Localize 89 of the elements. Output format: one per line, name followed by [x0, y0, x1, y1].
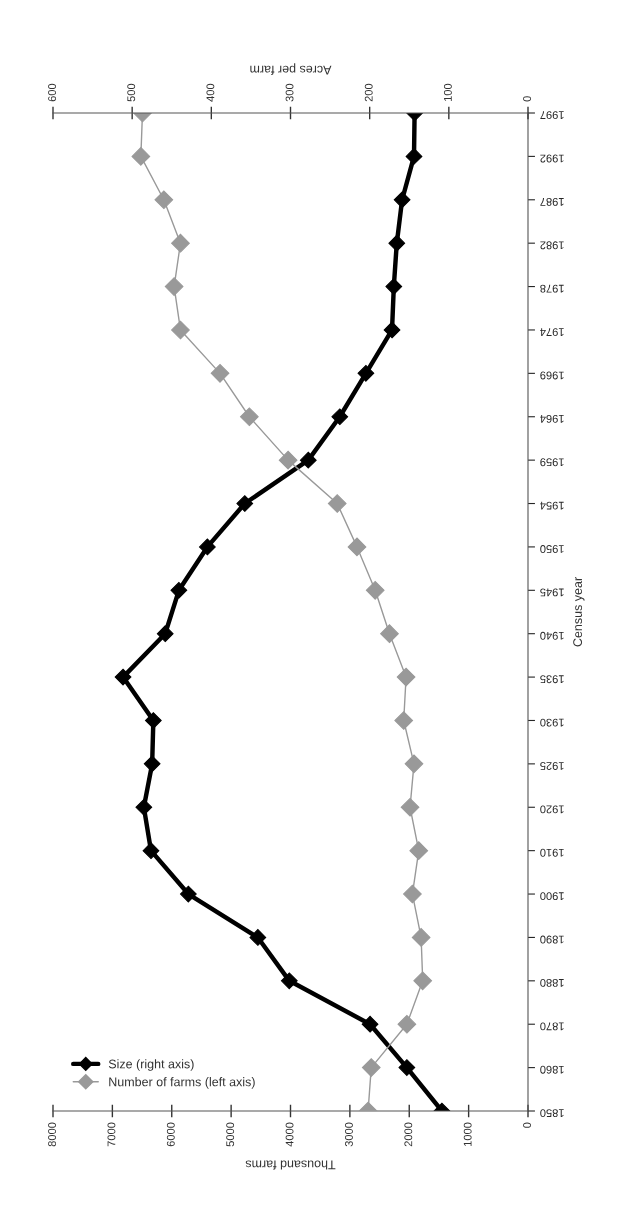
- point: [380, 624, 399, 644]
- x2-tick-label: 600: [48, 83, 56, 102]
- y-tick-label: 1969: [540, 371, 564, 380]
- x2-tick-label: 300: [285, 83, 294, 102]
- point: [143, 755, 161, 773]
- point: [383, 321, 401, 339]
- point: [236, 495, 254, 512]
- point: [144, 712, 162, 729]
- point: [413, 971, 433, 991]
- y-tick-label: 1935: [540, 675, 564, 684]
- y-tick-label: 1964: [540, 414, 564, 423]
- y-tick-label: 1925: [540, 762, 564, 770]
- y-tick-label: 1945: [540, 588, 564, 597]
- point: [164, 277, 184, 296]
- point: [280, 972, 298, 990]
- point: [405, 148, 423, 165]
- y-tick-label: 1920: [540, 805, 564, 814]
- y-tick-label: 1940: [540, 631, 564, 640]
- x-tick-label: 0: [523, 1122, 531, 1128]
- point: [199, 538, 216, 556]
- y-tick-label: 1954: [540, 501, 564, 510]
- point: [361, 1015, 379, 1033]
- point: [409, 841, 429, 861]
- legend-label: Number of farms (left axis): [109, 1077, 255, 1089]
- point: [347, 537, 367, 557]
- y-tick-label: 1850: [540, 1109, 564, 1118]
- point: [403, 884, 422, 904]
- y-tick-label: 1997: [540, 111, 564, 120]
- x-tick-label: 4000: [285, 1122, 294, 1147]
- point: [249, 929, 267, 946]
- point: [397, 1014, 417, 1034]
- y-tick-label: 1950: [540, 545, 564, 553]
- x2-tick-label: 400: [206, 83, 215, 102]
- point: [400, 797, 420, 817]
- y-tick-label: 1987: [540, 197, 564, 206]
- x2-tick-label: 500: [127, 83, 136, 102]
- x2-tick-label: 100: [443, 83, 452, 102]
- point: [411, 928, 431, 947]
- x2-tick-label: 200: [364, 83, 373, 102]
- y-tick-label: 1982: [540, 241, 564, 250]
- point: [142, 842, 160, 860]
- point: [131, 147, 151, 166]
- y-tick-label: 1860: [540, 1065, 564, 1074]
- point: [180, 885, 197, 903]
- x2-axis-title: Acres per farm: [250, 63, 332, 75]
- y-tick-label: 1900: [540, 892, 564, 901]
- point: [210, 363, 230, 383]
- y-tick-label: 1880: [540, 979, 564, 987]
- point: [154, 190, 174, 210]
- point: [114, 668, 132, 686]
- x-tick-label: 5000: [226, 1122, 235, 1147]
- y-axis-title: Census year: [573, 577, 585, 647]
- x2-tick-label: 0: [523, 96, 531, 102]
- point: [239, 407, 259, 427]
- point: [278, 450, 298, 470]
- point: [396, 667, 416, 687]
- point: [156, 625, 174, 643]
- point: [385, 278, 403, 295]
- point: [398, 1059, 416, 1076]
- y-tick-label: 1959: [540, 458, 564, 467]
- point: [394, 711, 414, 730]
- y-tick-label: 1974: [540, 328, 564, 336]
- y-tick-label: 1930: [540, 718, 564, 727]
- x-tick-label: 8000: [48, 1122, 56, 1147]
- point: [331, 408, 349, 426]
- y-tick-label: 1910: [540, 848, 564, 857]
- point: [327, 494, 347, 513]
- y-tick-label: 1870: [540, 1022, 564, 1031]
- point: [171, 233, 190, 253]
- x-axis-title: Thousand farms: [245, 1160, 336, 1170]
- legend-label: Size (right axis): [108, 1059, 194, 1071]
- point: [170, 581, 188, 599]
- point: [357, 364, 375, 382]
- point: [404, 754, 424, 774]
- x-tick-label: 1000: [463, 1122, 472, 1146]
- point: [393, 191, 411, 209]
- point: [299, 451, 317, 469]
- x-tick-label: 6000: [166, 1122, 175, 1147]
- point: [361, 1058, 381, 1077]
- point: [135, 798, 153, 816]
- point: [171, 320, 190, 340]
- point: [365, 580, 385, 600]
- x-tick-label: 3000: [344, 1122, 353, 1147]
- y-tick-label: 1992: [540, 154, 564, 163]
- x-tick-label: 2000: [404, 1122, 413, 1147]
- y-tick-label: 1890: [540, 935, 564, 944]
- x-tick-label: 7000: [107, 1122, 116, 1147]
- point: [388, 234, 406, 252]
- y-tick-label: 1978: [540, 284, 564, 293]
